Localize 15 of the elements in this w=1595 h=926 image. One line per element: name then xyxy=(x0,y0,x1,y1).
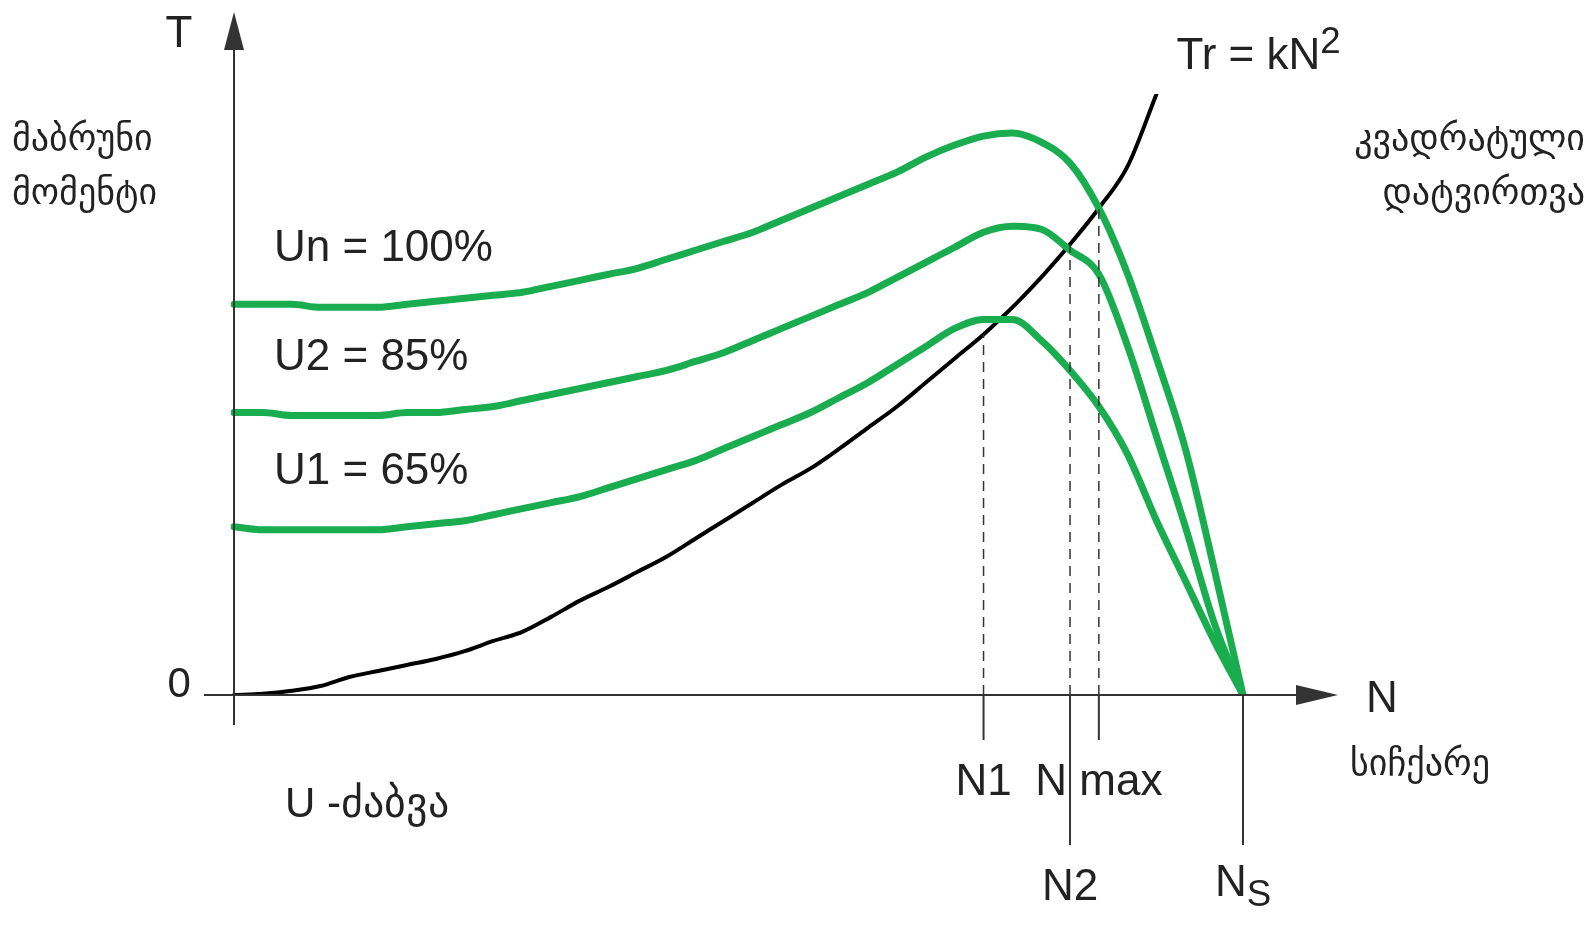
text: 0 xyxy=(167,659,191,707)
x-axis-title: N xyxy=(1366,672,1398,722)
text: სიჩქარე xyxy=(1350,742,1490,783)
series-label: U2 = 85% xyxy=(274,329,469,379)
text: მაბრუნი მომენტი xyxy=(12,116,159,215)
x-tick-label: N max xyxy=(1035,755,1163,805)
text: კვადრატული დატვირთვა xyxy=(1353,116,1585,215)
series-label: Un = 100% xyxy=(274,221,493,271)
y-axis-title: T xyxy=(165,7,193,57)
x-tick-label: N1 xyxy=(955,755,1012,805)
x-tick-label: N$_{S}$ xyxy=(1215,855,1272,914)
series-label: Tr = kN$^{2}$ xyxy=(1176,19,1341,78)
text: U -ძაბვა xyxy=(285,779,449,827)
x-tick-label: N2 xyxy=(1042,860,1099,910)
series-label: U1 = 65% xyxy=(274,443,469,494)
